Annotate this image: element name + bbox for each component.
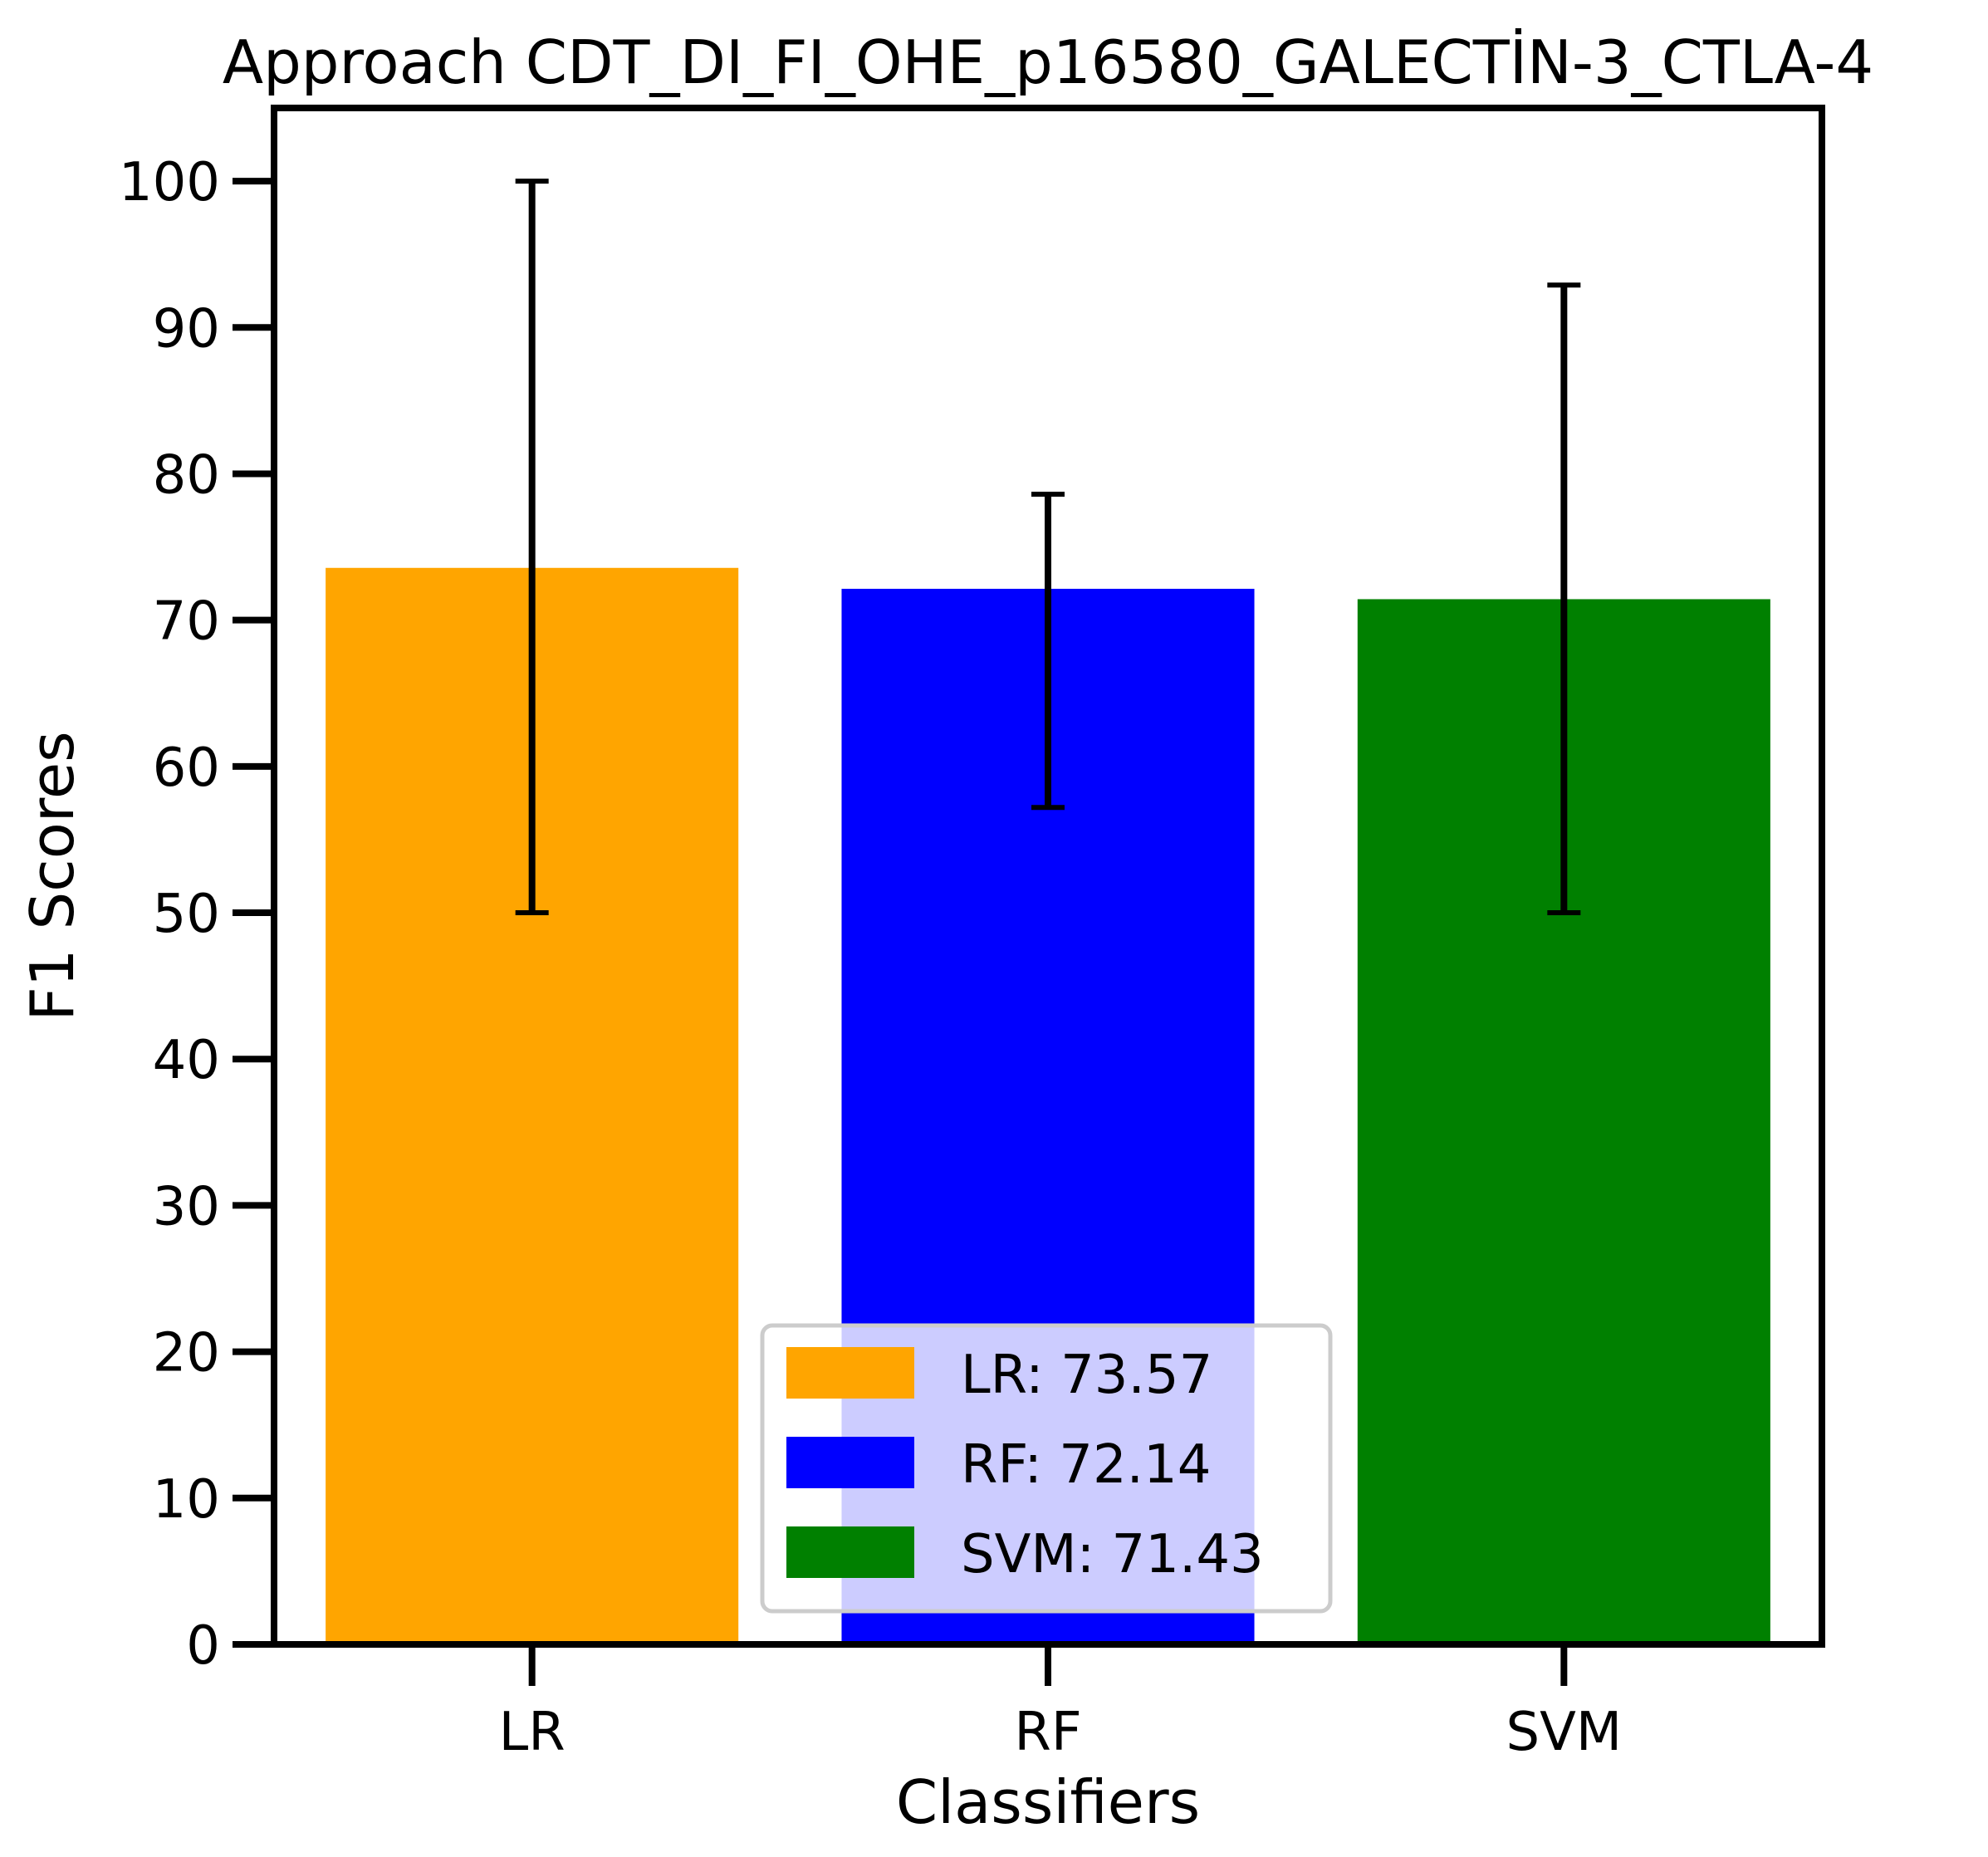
legend-label-rf: RF: 72.14 xyxy=(961,1434,1211,1496)
y-tick-label: 10 xyxy=(153,1469,220,1531)
chart-title: Approach CDT_DI_FI_OHE_p16580_GALECTİN-3… xyxy=(223,27,1873,97)
y-tick-label: 60 xyxy=(153,737,220,799)
x-axis-label: Classifiers xyxy=(896,1767,1200,1837)
error-bars-layer xyxy=(515,179,1581,916)
y-tick-label: 30 xyxy=(153,1176,220,1237)
y-tick-label: 100 xyxy=(119,152,220,213)
legend-swatch-lr xyxy=(786,1347,914,1399)
legend: LR: 73.57 RF: 72.14 SVM: 71.43 xyxy=(760,1323,1333,1614)
legend-label-svm: SVM: 71.43 xyxy=(961,1524,1264,1585)
x-tick-label-svm: SVM xyxy=(1506,1702,1623,1763)
legend-swatch-rf xyxy=(786,1437,914,1488)
x-tick-label-rf: RF xyxy=(1014,1702,1081,1763)
x-axis: LR RF SVM xyxy=(499,1644,1623,1763)
x-tick-label-lr: LR xyxy=(499,1702,566,1763)
y-tick-label: 50 xyxy=(153,884,220,945)
legend-label-lr: LR: 73.57 xyxy=(961,1345,1212,1406)
y-tick-label: 70 xyxy=(153,591,220,653)
y-tick-label: 90 xyxy=(153,298,220,360)
y-tick-label: 0 xyxy=(186,1615,220,1677)
y-axis: 0 10 20 30 40 50 60 70 80 90 100 xyxy=(119,152,274,1677)
y-tick-label: 20 xyxy=(153,1323,220,1384)
y-tick-label: 40 xyxy=(153,1030,220,1091)
legend-swatch-svm xyxy=(786,1526,914,1578)
y-axis-label: F1 Scores xyxy=(17,731,87,1021)
y-tick-label: 80 xyxy=(153,444,220,506)
